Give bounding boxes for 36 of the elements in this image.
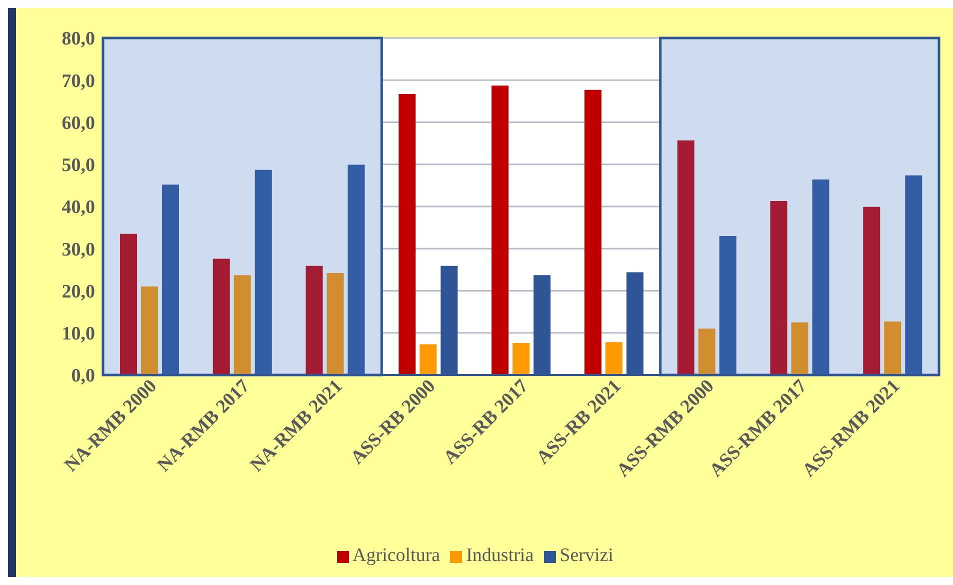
- bar: [791, 322, 808, 375]
- legend-label: Servizi: [560, 545, 614, 566]
- bar: [234, 275, 251, 375]
- y-tick-label: 60,0: [62, 112, 95, 134]
- bar: [812, 180, 830, 375]
- bar: [212, 258, 230, 375]
- bar: [905, 175, 922, 375]
- bar: [420, 344, 437, 375]
- bar: [719, 236, 736, 375]
- bar: [770, 201, 788, 375]
- bar: [884, 322, 902, 375]
- y-tick-label: 70,0: [62, 70, 95, 92]
- bar: [348, 164, 365, 375]
- y-tick-label: 40,0: [62, 197, 95, 218]
- legend-label: Agricoltura: [352, 545, 440, 566]
- bar: [141, 286, 158, 375]
- bar: [863, 206, 880, 375]
- y-tick-label: 50,0: [62, 155, 95, 176]
- bar: [120, 234, 137, 375]
- y-tick-label: 80,0: [62, 28, 95, 50]
- bar: [605, 342, 622, 375]
- bar: [306, 266, 323, 375]
- y-tick-label: 10,0: [62, 324, 95, 345]
- bar: [584, 90, 602, 375]
- bar: [398, 94, 416, 375]
- y-tick-label: 0,0: [71, 366, 95, 387]
- bar: [512, 342, 530, 375]
- y-tick-label: 20,0: [62, 281, 95, 302]
- bar: [254, 170, 272, 375]
- bar: [162, 184, 179, 375]
- bar: [492, 86, 509, 375]
- bar: [698, 328, 716, 375]
- legend-label: Industria: [466, 545, 534, 566]
- bar: [677, 140, 694, 375]
- bar: [326, 273, 344, 375]
- y-tick-label: 30,0: [62, 239, 95, 260]
